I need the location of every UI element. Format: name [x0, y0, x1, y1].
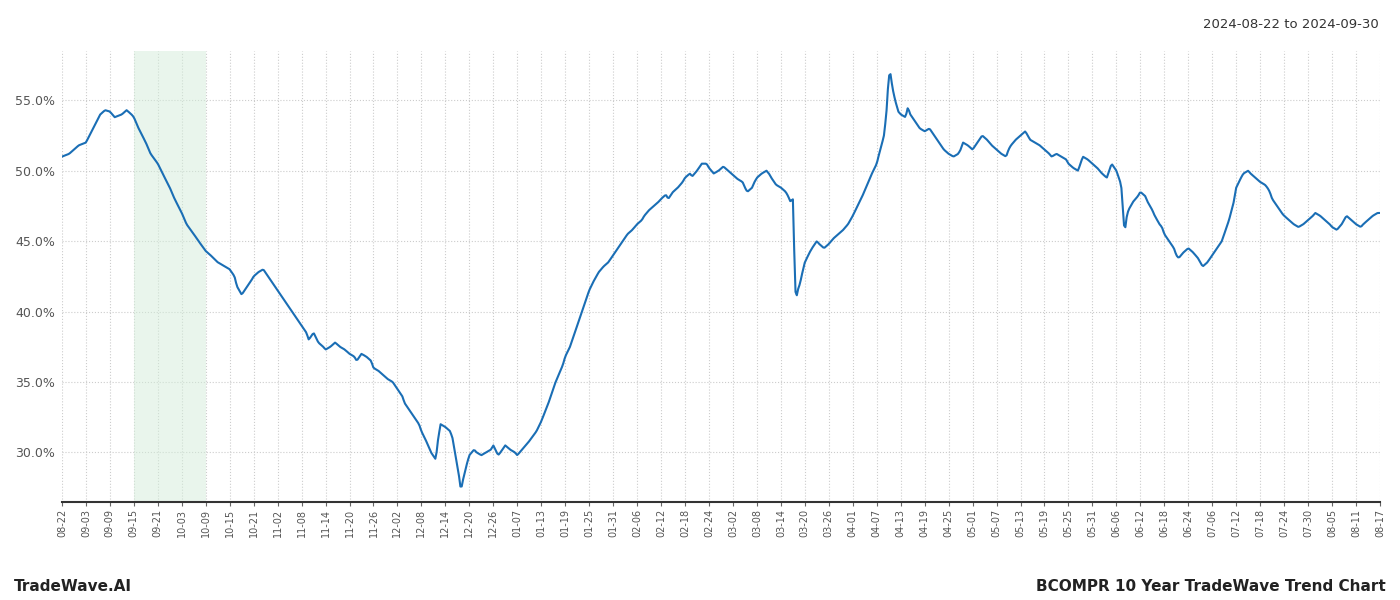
Text: BCOMPR 10 Year TradeWave Trend Chart: BCOMPR 10 Year TradeWave Trend Chart: [1036, 579, 1386, 594]
Text: 2024-08-22 to 2024-09-30: 2024-08-22 to 2024-09-30: [1203, 18, 1379, 31]
Text: TradeWave.AI: TradeWave.AI: [14, 579, 132, 594]
Bar: [134, 51, 206, 502]
